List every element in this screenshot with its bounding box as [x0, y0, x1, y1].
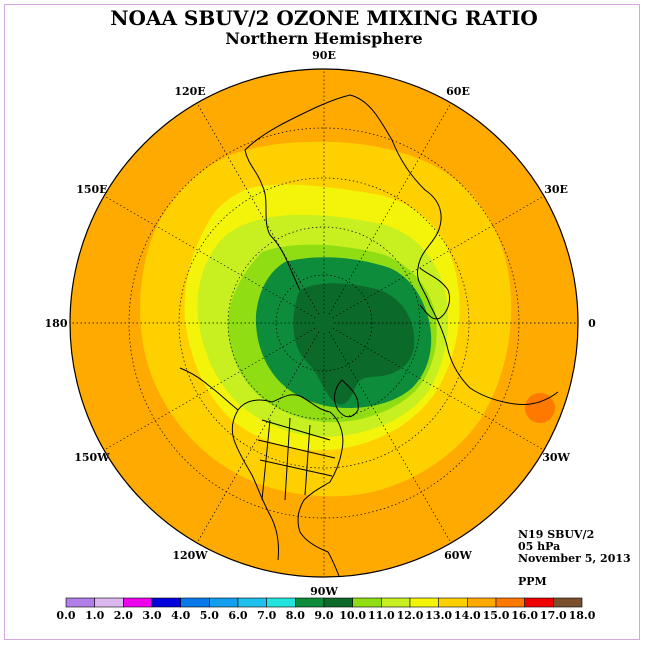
legend-tick-label: 6.0 — [228, 609, 247, 622]
legend-swatch — [553, 597, 583, 608]
longitude-label: 120W — [172, 549, 208, 562]
longitude-grid — [70, 69, 578, 577]
legend-tick-label: 5.0 — [200, 609, 219, 622]
meridian-line — [332, 327, 545, 451]
meridian-line — [103, 195, 316, 319]
longitude-label: 180 — [45, 317, 68, 330]
longitude-label: 120E — [174, 85, 205, 98]
legend-tick-label: 9.0 — [314, 609, 333, 622]
meridian-line — [103, 327, 316, 451]
longitude-label: 90W — [310, 585, 338, 598]
map-title: NOAA SBUV/2 OZONE MIXING RATIO — [110, 6, 538, 30]
legend-tick-label: 16.0 — [511, 609, 538, 622]
longitude-label: 90E — [312, 49, 336, 62]
legend-swatch — [180, 597, 210, 608]
legend-tick-label: 15.0 — [483, 609, 510, 622]
longitude-labels: 90E 60E 30E 0 30W 60W 90W 120W 150W 180 150E 120E — [45, 49, 597, 598]
legend-swatch — [65, 597, 95, 608]
legend-swatch — [352, 597, 382, 608]
map-boundary — [69, 68, 579, 578]
legend-tick-label: 3.0 — [142, 609, 161, 622]
legend-swatch — [295, 597, 325, 608]
legend-tick-label: 13.0 — [425, 609, 452, 622]
legend-tick-label: 12.0 — [397, 609, 424, 622]
coastlines — [179, 94, 559, 577]
date-label: November 5, 2013 — [518, 552, 631, 565]
longitude-label: 150E — [76, 183, 107, 196]
legend-swatch — [123, 597, 153, 608]
meridian-line — [328, 331, 452, 544]
legend-tick-label: 11.0 — [368, 609, 395, 622]
meridian-line — [196, 102, 320, 315]
legend-tick-label: 18.0 — [569, 609, 596, 622]
legend-swatch — [381, 597, 411, 608]
meridian-line — [328, 102, 452, 315]
legend-swatch — [151, 597, 181, 608]
pressure-level-label: 05 hPa — [518, 540, 561, 553]
legend-swatch — [467, 597, 497, 608]
legend-swatch — [266, 597, 296, 608]
legend-tick-label: 7.0 — [257, 609, 276, 622]
instrument-label: N19 SBUV/2 — [518, 528, 595, 541]
legend-swatch — [94, 597, 124, 608]
legend-swatch — [438, 597, 468, 608]
legend-swatch — [495, 597, 525, 608]
legend-tick-label: 8.0 — [286, 609, 305, 622]
longitude-label: 150W — [74, 451, 110, 464]
longitude-label: 0 — [588, 317, 596, 330]
legend-swatch — [323, 597, 353, 608]
map-subtitle: Northern Hemisphere — [225, 29, 423, 48]
longitude-label: 30W — [542, 451, 570, 464]
longitude-label: 60E — [446, 85, 470, 98]
meridian-line — [332, 195, 545, 319]
legend-tick-label: 14.0 — [454, 609, 481, 622]
longitude-label: 30E — [544, 183, 568, 196]
contour-band-8 — [293, 283, 415, 405]
units-label: PPM — [518, 575, 547, 588]
meridian-line — [196, 331, 320, 544]
legend-tick-label: 4.0 — [171, 609, 190, 622]
legend-swatch — [524, 597, 554, 608]
legend-swatch — [409, 597, 439, 608]
figure-frame — [4, 4, 640, 640]
contour-band-15-spot — [525, 393, 555, 423]
legend-tick-label: 0.0 — [56, 609, 75, 622]
legend-tick-label: 2.0 — [114, 609, 133, 622]
longitude-label: 60W — [444, 549, 472, 562]
legend-tick-label: 17.0 — [540, 609, 567, 622]
legend-swatch — [237, 597, 267, 608]
legend-tick-label: 10.0 — [339, 609, 366, 622]
legend-swatch — [209, 597, 239, 608]
legend-tick-label: 1.0 — [85, 609, 104, 622]
